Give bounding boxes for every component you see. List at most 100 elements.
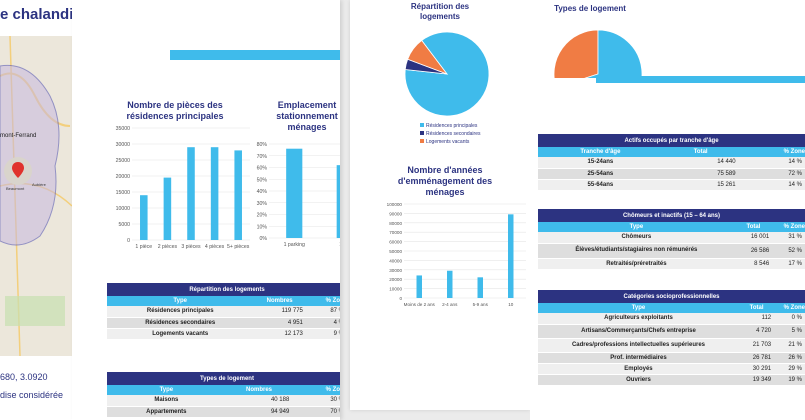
table-row: 15-24ans 14 440 14 % (538, 157, 805, 169)
column-header: % Zone (305, 296, 340, 306)
column-header: Type (107, 296, 254, 306)
table-row: Élèves/étudiants/stagiaires non rémunéré… (538, 243, 805, 259)
bar (416, 275, 422, 298)
cell: 16 001 (734, 232, 773, 244)
bar (286, 148, 303, 238)
report-page-map: e chalandise mont-Ferrand Beaumont Aubiè… (0, 0, 72, 420)
y-tick-label: 20000 (389, 277, 402, 282)
table-title: Chômeurs et inactifs (15 – 64 ans) (538, 209, 805, 222)
decorative-bar (170, 50, 340, 60)
cell: Élèves/étudiants/stagiaires non rémunéré… (538, 243, 735, 259)
y-tick-label: 20000 (116, 174, 131, 180)
bar (477, 277, 483, 298)
housing-distribution-table: Répartition des logements Type Nombres %… (107, 283, 340, 340)
y-tick-label: 60000 (389, 240, 402, 245)
y-tick-label: 30% (257, 201, 268, 207)
column-header: Total (738, 303, 775, 313)
cell: 55-64ans (538, 179, 663, 191)
cell: 25-54ans (538, 168, 663, 180)
cell: Maisons (107, 395, 226, 407)
cell: 4 720 (738, 324, 775, 339)
pie-slice (404, 31, 490, 117)
y-tick-label: 50000 (389, 249, 402, 254)
y-tick-label: 60% (257, 166, 268, 172)
coordinates-text: 680, 3.0920 (0, 372, 48, 382)
x-tick-label: 1 pièce (135, 244, 152, 250)
y-tick-label: 50% (257, 177, 268, 183)
cell: Agriculteurs exploitants (538, 313, 739, 325)
cell: 15 261 (662, 179, 739, 191)
table-row: 25-54ans 75 589 72 % (538, 168, 805, 180)
y-tick-label: 70000 (389, 230, 402, 235)
column-header: % Zone (292, 385, 340, 395)
cell: Cadres/professions intellectuelles supér… (538, 338, 739, 353)
cell: 87 % (305, 306, 340, 318)
cell: 119 775 (253, 306, 306, 318)
chart-title: Nombre d'années d'emménagement des ménag… (397, 165, 493, 197)
y-tick-label: 20% (257, 213, 268, 219)
cell: 70 % (292, 406, 340, 418)
pie-slice (584, 29, 643, 78)
y-tick-label: 0% (260, 236, 268, 242)
cell: 30 % (292, 395, 340, 407)
cell: 14 440 (662, 157, 739, 169)
cell: Résidences principales (107, 306, 254, 318)
cell: Employés (538, 363, 739, 375)
column-header: % Zone (772, 222, 805, 232)
chart-title: Emplacement stationnement ménages (276, 100, 338, 132)
chart-title: Répartition des logements (410, 2, 470, 21)
move-in-years-bar-chart: 0 10000 20000 30000 40000 50000 60000 70000 8000… (387, 202, 526, 307)
x-tick-label: 10 (508, 302, 514, 307)
report-page-housing: Nombre de pièces des résidences principa… (72, 0, 340, 420)
column-header: Total (662, 147, 739, 157)
y-tick-label: 10000 (389, 287, 402, 292)
socioprofessional-table: Catégories socioprofessionnelles Type To… (538, 290, 805, 386)
cell: 52 % (772, 243, 805, 259)
cell: 0 % (774, 313, 805, 325)
cell: Appartements (107, 406, 226, 418)
cell: 4 % (305, 317, 340, 329)
legend-label: Résidences secondaires (426, 131, 481, 137)
cell: Ouvriers (538, 374, 739, 386)
y-tick-label: 80000 (389, 221, 402, 226)
catchment-map[interactable]: mont-Ferrand Beaumont Aubière (0, 36, 72, 356)
chart-title: Nombre de pièces des résidences principa… (126, 100, 224, 121)
table-row: Prof. intermédiaires 26 781 26 % (538, 352, 805, 364)
parking-bar-chart: 0% 10% 20% 30% 40% 50% 60% 70% 80% 1 parking 1 voi (257, 142, 340, 248)
cell: 40 188 (225, 395, 293, 407)
cell: 12 173 (253, 328, 306, 340)
cell: Retraités/préretraités (538, 258, 735, 270)
unemployed-inactive-table: Chômeurs et inactifs (15 – 64 ans) Type … (538, 209, 805, 270)
y-tick-label: 10% (257, 224, 268, 230)
y-tick-label: 90000 (389, 211, 402, 216)
cell: Prof. intermédiaires (538, 352, 739, 364)
cell: 75 589 (662, 168, 739, 180)
column-header: Total (734, 222, 773, 232)
cell: 19 % (774, 374, 805, 386)
y-tick-label: 40000 (389, 258, 402, 263)
cell: 19 349 (738, 374, 775, 386)
cell: 4 951 (253, 317, 306, 329)
column-header: Nombres (253, 296, 306, 306)
table-title: Actifs occupés par tranche d'âge (538, 134, 805, 147)
cell: 17 % (772, 258, 805, 270)
y-tick-label: 35000 (116, 126, 131, 132)
zone-text: dise considérée (0, 390, 64, 400)
table-row: Chômeurs 16 001 31 % (538, 232, 805, 244)
x-tick-label: 5+ pièces (227, 244, 250, 250)
cell: 8 546 (734, 258, 773, 270)
column-header: Type (538, 303, 739, 313)
legend-label: Résidences principales (426, 123, 478, 129)
table-row: Cadres/professions intellectuelles supér… (538, 338, 805, 353)
pie-slice (407, 39, 449, 75)
cell: Résidences secondaires (107, 317, 254, 329)
y-tick-label: 15000 (116, 190, 131, 196)
cell: 29 % (774, 363, 805, 375)
cell: 26 781 (738, 352, 775, 364)
bar (336, 165, 340, 238)
housing-types-table: Types de logement Type Nombres % Zone Ma… (107, 372, 340, 418)
